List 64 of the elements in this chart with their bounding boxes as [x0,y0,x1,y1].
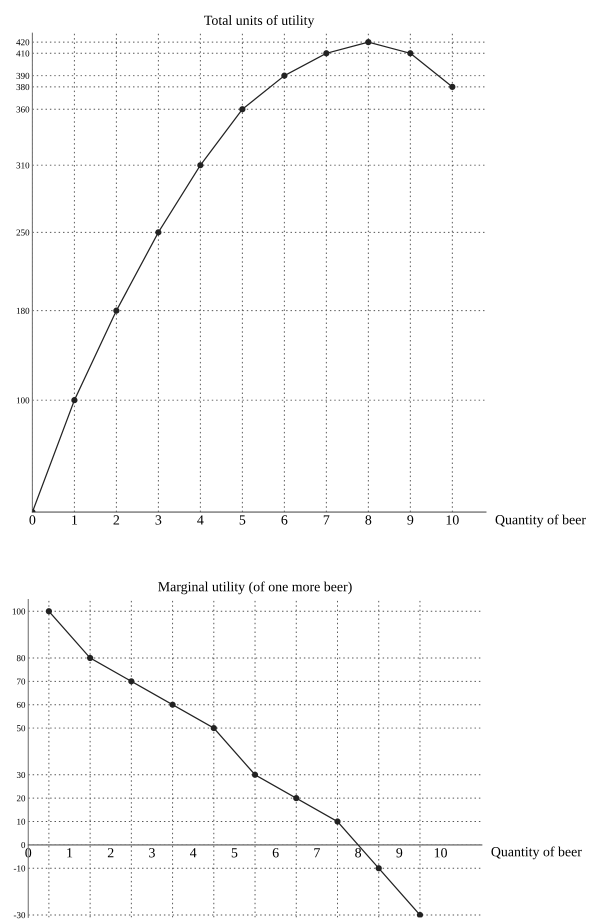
x-tick-label: 4 [190,848,196,858]
point [86,654,94,662]
y-tick-label: 0 [21,842,26,848]
y-tick-label: 30 [16,772,26,778]
point [46,608,52,614]
point [113,308,120,314]
y-tick-label: 20 [16,795,26,802]
y-tick-label: 100 [12,608,26,614]
x-tick-label: 9 [396,848,402,858]
y-tick-label: 420 [16,39,30,46]
x-tick-label: 8 [365,515,372,525]
y-tick-label: 10 [17,818,26,825]
x-tick-label: 5 [240,515,246,525]
x-tick-label: 2 [108,848,114,858]
x-tick-label: 6 [281,515,288,525]
x-tick-label: 2 [114,515,120,524]
chart-title: Marginal utility (of one more beer) [158,581,352,594]
y-tick-label: 250 [16,229,30,236]
x-tick-label: 7 [324,515,330,524]
chart-title: Total units of utility [204,15,314,28]
y-tick-label: 180 [16,308,30,314]
x-tick-label: 3 [149,848,155,858]
point [252,772,258,778]
point [376,865,382,872]
point [323,50,330,56]
point [293,795,300,802]
x-tick-label: 10 [446,515,459,525]
point [365,38,372,46]
x-tick-label: 9 [407,515,414,525]
y-tick-label: -10 [14,865,26,872]
point [239,106,246,112]
x-tick-label: 6 [272,848,279,858]
x-tick-label: 7 [314,848,320,858]
y-tick-label: -30 [14,912,26,918]
x-tick-label: 10 [434,848,447,858]
y-tick-label: 70 [17,678,26,685]
x-axis-title: Quantity of beer [491,846,582,860]
point [169,702,176,708]
point [407,50,414,56]
y-tick-label: 410 [16,50,30,57]
point [416,912,424,918]
y-tick-label: 380 [16,84,30,90]
y-tick-label: 390 [16,72,30,79]
x-tick-label: 5 [232,848,238,858]
point [128,678,134,684]
x-axis-title: Quantity of beer [496,514,586,528]
x-tick-label: 3 [156,515,162,525]
y-tick-label: 100 [16,397,30,404]
y-tick-label: 310 [16,162,30,168]
x-tick-label: 1 [67,848,72,858]
x-tick-label: 4 [197,515,204,524]
point [449,84,456,90]
y-tick-label: 60 [16,702,26,708]
point [197,162,204,168]
x-tick-label: 8 [355,848,362,858]
point [71,397,78,404]
y-tick-label: 50 [16,725,26,732]
point [334,818,341,825]
y-tick-label: 80 [16,655,26,662]
x-tick-label: 1 [72,515,78,524]
y-tick-label: 360 [16,106,30,112]
point [281,72,288,79]
point [210,724,217,732]
point [155,229,162,236]
